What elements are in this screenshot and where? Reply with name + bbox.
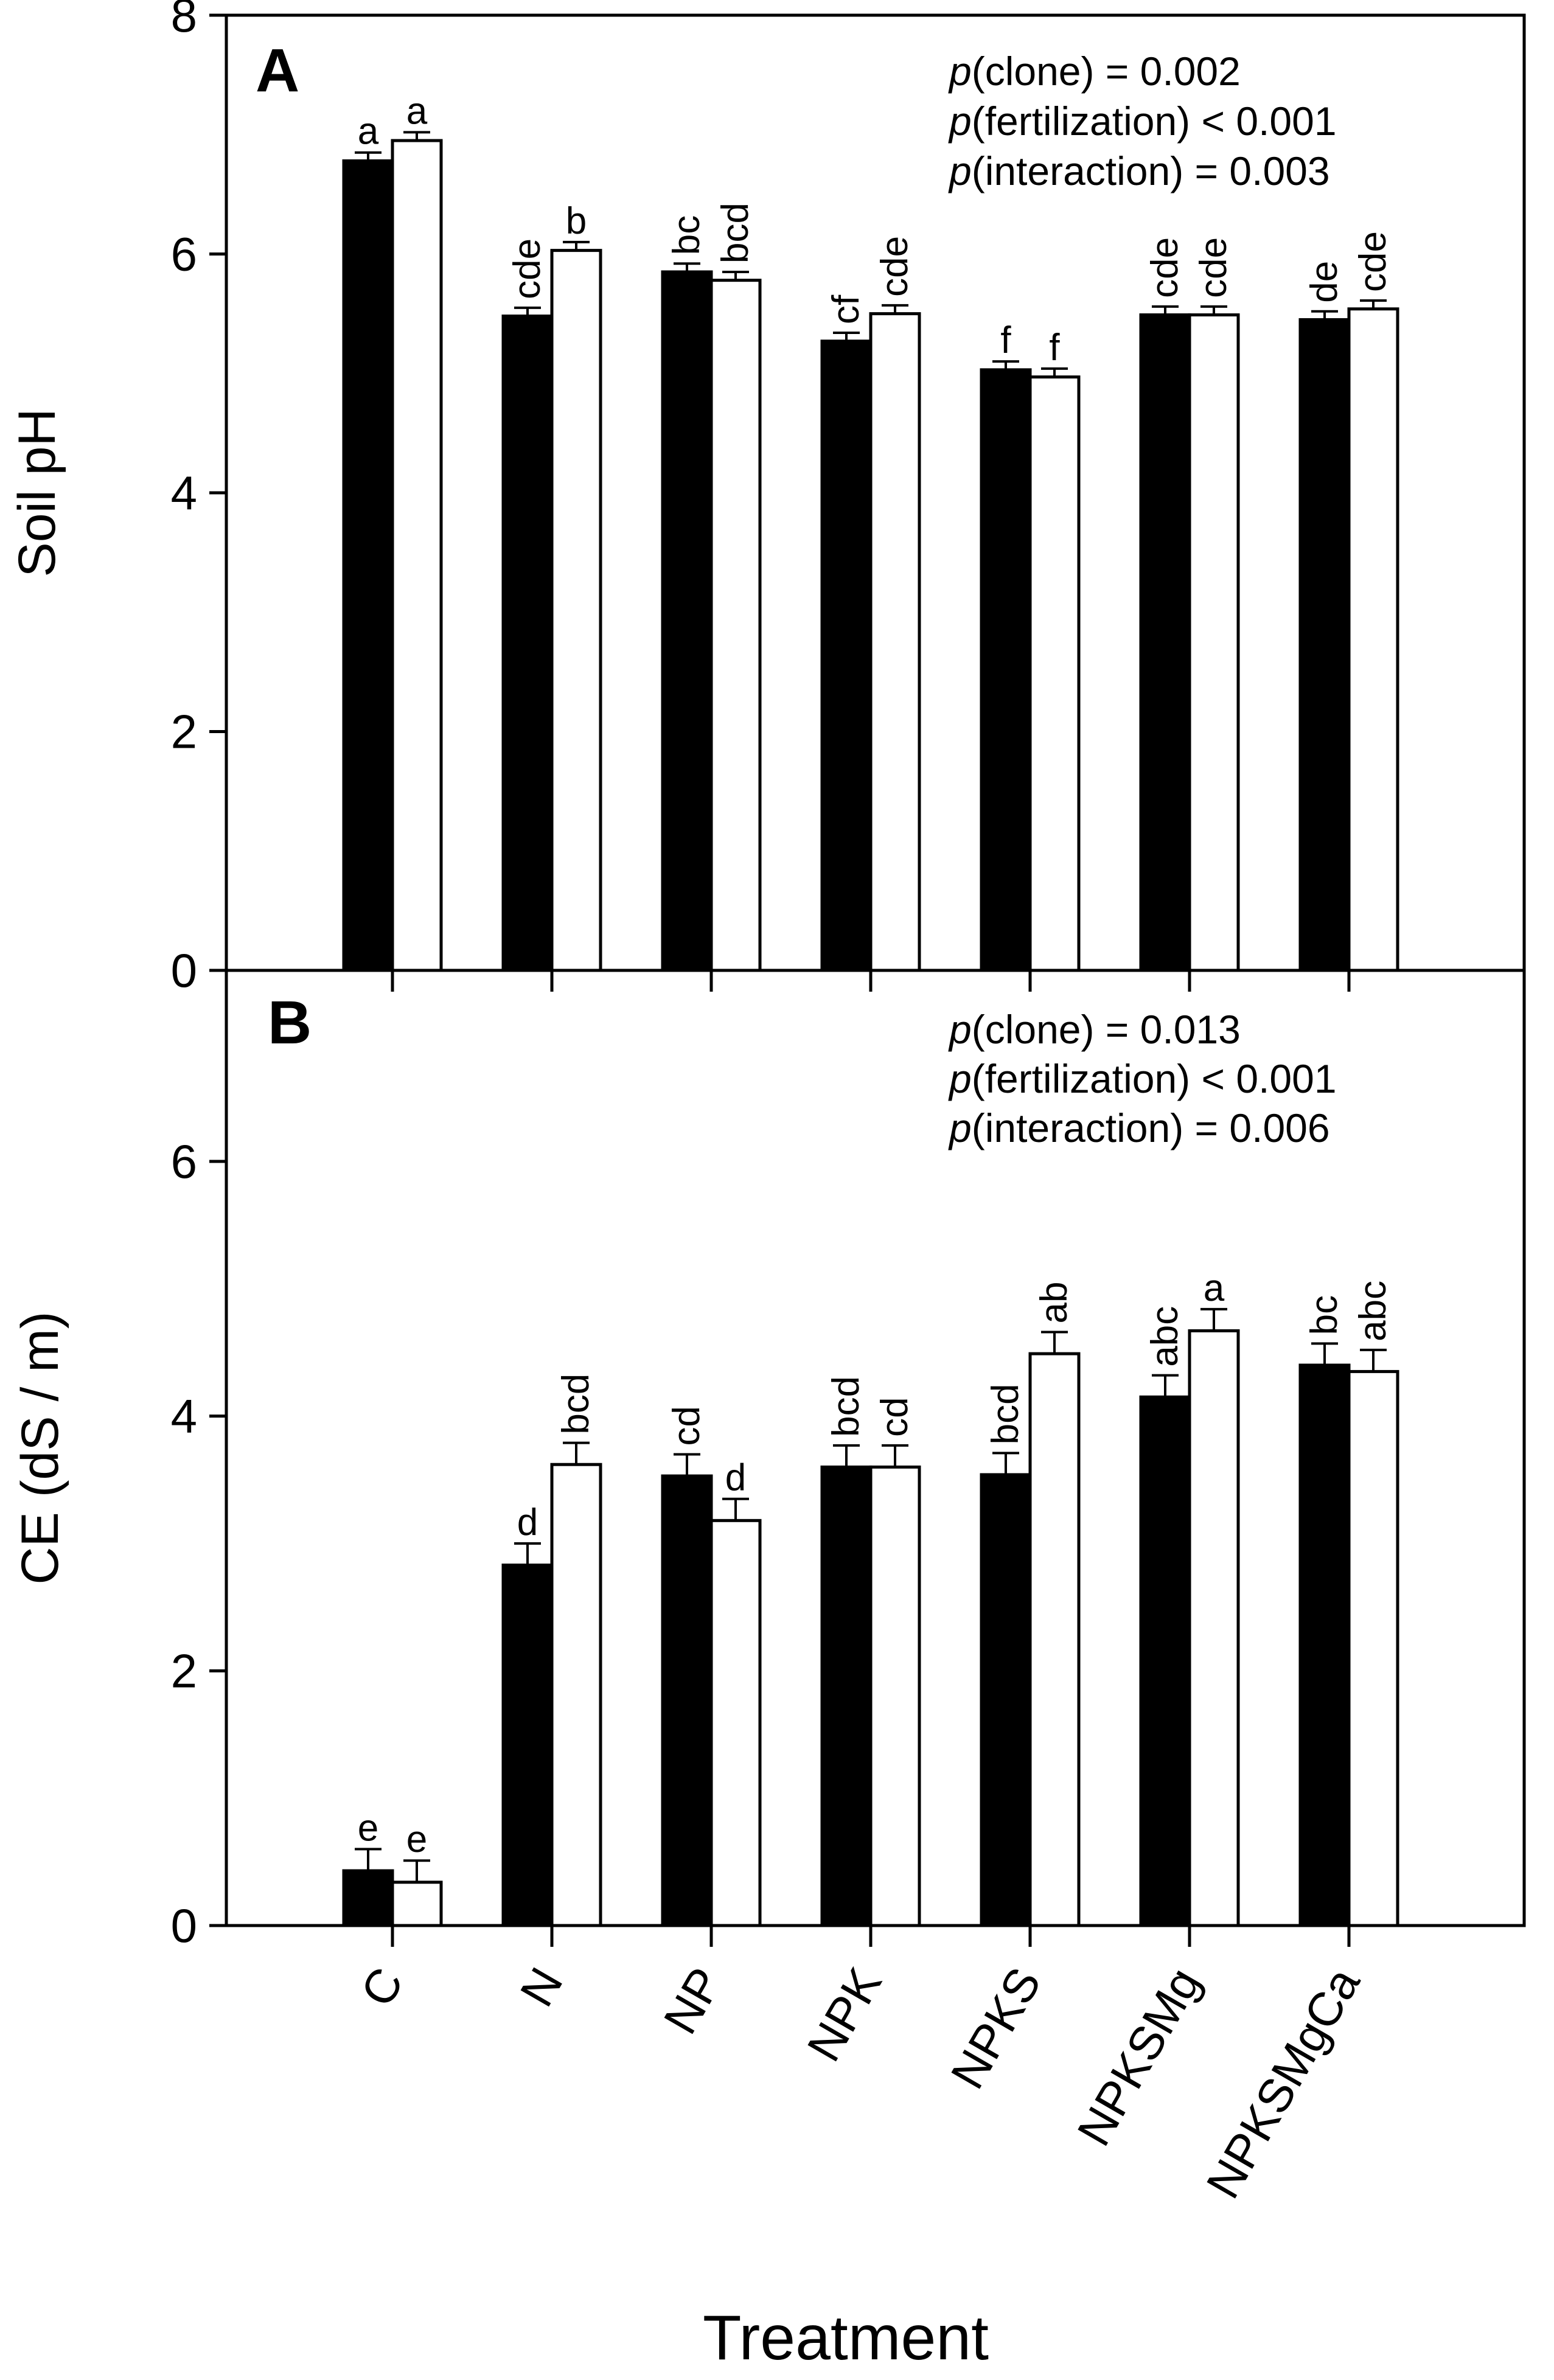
bar [820,339,873,972]
bar [391,139,443,972]
bar [1139,1395,1191,1927]
p-value-text: p(clone) = 0.013 [948,1007,1241,1052]
bar [1028,1352,1081,1927]
bar [1347,1369,1399,1927]
bar [1298,318,1351,972]
significance-letter: de [1303,261,1345,303]
bar [501,315,554,972]
x-category-label: N [509,1959,573,2016]
significance-letter: ab [1033,1282,1075,1324]
bar [869,312,921,972]
bar [1188,313,1240,972]
bar [661,1474,713,1927]
significance-letter: f [1000,319,1011,361]
significance-letter: a [406,90,428,132]
significance-letter: bcd [714,203,756,263]
significance-letter: cde [1352,231,1394,292]
y-tick-label: 6 [171,1135,197,1188]
bar [709,279,762,972]
significance-letter: cd [666,1406,708,1446]
p-value-text: p(interaction) = 0.006 [948,1105,1330,1150]
x-category-label: NPKSMg [1067,1959,1211,2155]
bar [869,1465,921,1927]
significance-letter: cde [506,238,548,299]
bar [1188,1329,1240,1927]
significance-letter: a [358,111,379,153]
significance-letter: cde [874,236,916,297]
significance-letter: abc [1144,1306,1186,1367]
significance-letter: abc [1352,1281,1394,1341]
bar [1139,313,1191,972]
significance-letter: f [1049,327,1060,369]
panel-letter: A [256,37,299,105]
p-value: (clone) = 0.013 [972,1007,1241,1052]
y-tick-label: 4 [171,466,197,520]
p-symbol: p [948,148,972,193]
x-axis-title: Treatment [703,2303,989,2373]
significance-letter: d [725,1457,746,1499]
p-symbol: p [948,49,972,94]
significance-letter: e [358,1807,378,1849]
p-value: (interaction) = 0.006 [972,1105,1330,1150]
bar [1347,307,1399,972]
significance-letter: b [566,200,587,242]
x-category-label: NPKS [940,1959,1051,2098]
significance-letter: bcd [825,1376,867,1437]
x-category-label: NP [653,1959,732,2043]
p-symbol: p [948,1056,972,1101]
y-tick-label: 0 [171,1899,197,1952]
significance-letter: bcd [555,1374,597,1435]
significance-letter: cde [1144,237,1186,298]
significance-letter: bc [1303,1295,1345,1335]
significance-letter: e [406,1818,427,1860]
x-category-label: C [350,1959,413,2016]
x-category-label: NPK [796,1959,891,2070]
significance-letter: cde [1193,237,1235,298]
significance-letter: cd [874,1397,916,1436]
bar [661,270,713,972]
y-tick-label: 8 [171,0,197,42]
y-tick-label: 2 [171,705,197,759]
bar [391,1881,443,1927]
bar [1028,375,1081,972]
p-value-text: p(clone) = 0.002 [948,49,1241,94]
significance-letter: d [517,1501,538,1543]
p-symbol: p [948,1007,972,1052]
bar [1298,1363,1351,1927]
bar [820,1465,873,1927]
significance-letter: cf [825,294,867,324]
p-value: (fertilization) < 0.001 [972,1056,1337,1101]
bar [342,1869,394,1927]
y-axis-title: CE (dS / m) [11,1311,69,1584]
p-symbol: p [948,1105,972,1150]
y-axis-title: Soil pH [8,408,66,577]
bar [501,1564,554,1927]
bar [550,1463,602,1927]
p-value: (clone) = 0.002 [972,49,1241,94]
bar [709,1519,762,1927]
p-value-text: p(fertilization) < 0.001 [948,1056,1337,1101]
y-tick-label: 6 [171,228,197,281]
p-symbol: p [948,99,972,144]
p-value-text: p(interaction) = 0.003 [948,148,1330,193]
bar [980,368,1032,972]
bar [980,1473,1032,1927]
significance-letter: bcd [984,1383,1026,1444]
p-value: (fertilization) < 0.001 [972,99,1337,144]
significance-letter: a [1204,1267,1225,1309]
y-tick-label: 4 [171,1390,197,1443]
bar [342,159,394,972]
bar [550,249,602,972]
p-value: (interaction) = 0.003 [972,148,1330,193]
y-tick-label: 0 [171,944,197,997]
x-category-label: NPKSMgCa [1196,1958,1370,2207]
panel-letter: B [268,989,312,1057]
y-tick-label: 2 [171,1644,197,1697]
p-value-text: p(fertilization) < 0.001 [948,99,1337,144]
significance-letter: bc [666,215,708,255]
